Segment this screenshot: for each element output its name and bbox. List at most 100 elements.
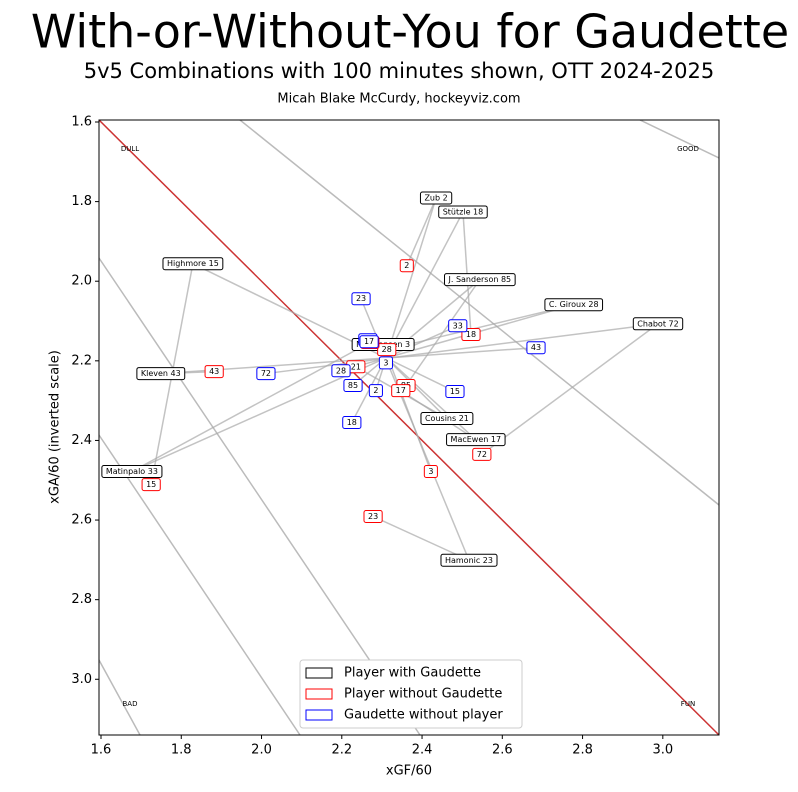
point-label: Matinpalo 33 <box>101 464 163 478</box>
reference-line <box>239 120 719 506</box>
legend-label: Player with Gaudette <box>344 666 481 681</box>
point-label: C. Giroux 28 <box>544 298 604 312</box>
connector <box>265 323 659 375</box>
point-label: 85 <box>343 379 363 393</box>
connector <box>386 303 574 351</box>
point-text: 21 <box>351 362 361 371</box>
point-label: 15 <box>141 478 161 492</box>
point-box <box>526 341 546 355</box>
point-text: Matinpalo 33 <box>106 467 158 476</box>
point-box <box>141 478 161 492</box>
chart-title: With-or-Without-You for Gaudette <box>31 5 789 59</box>
plot-frame <box>98 119 720 736</box>
point-box <box>440 553 498 567</box>
x-axis-label: xGF/60 <box>386 764 432 779</box>
plot-area: Zub 2 Stützle 18 Highmore 15 J. Sanderson 8… <box>99 120 719 735</box>
point-text: 72 <box>477 450 487 459</box>
point-label: Cousins 21 <box>420 412 474 426</box>
point-text: 15 <box>450 387 460 396</box>
y-tick-label: 2.8 <box>71 592 92 607</box>
point-label: 72 <box>256 367 276 381</box>
point-text: 72 <box>261 369 271 378</box>
point-box <box>377 343 397 357</box>
point-text: 28 <box>382 345 392 354</box>
point-label: Stützle 18 <box>438 205 488 219</box>
chart-subtitle: 5v5 Combinations with 100 minutes shown,… <box>84 59 715 83</box>
connector <box>372 515 470 561</box>
connector <box>131 341 371 473</box>
point-box <box>342 416 362 430</box>
point-box <box>399 259 414 273</box>
corner-label: GOOD <box>677 145 699 153</box>
reference-line <box>99 257 421 735</box>
point-text: 23 <box>356 294 366 303</box>
legend-label: Player without Gaudette <box>344 687 502 702</box>
point-text: Kleven 43 <box>141 369 181 378</box>
point-label: 2 <box>399 259 414 273</box>
point-label: Kleven 43 <box>136 367 186 381</box>
point-label: 33 <box>448 319 468 333</box>
point-label: 43 <box>204 365 224 379</box>
point-box <box>378 356 393 370</box>
point-text: J. Sanderson 85 <box>448 275 512 284</box>
point-text: 2 <box>404 261 409 270</box>
point-box <box>544 298 604 312</box>
point-text: 43 <box>531 343 541 352</box>
point-label: 17 <box>359 335 379 349</box>
break-even-line <box>99 120 719 735</box>
point-box <box>446 433 506 447</box>
legend-box <box>299 659 523 729</box>
y-tick-label: 2.6 <box>71 513 92 528</box>
point-box <box>368 384 383 398</box>
point-label: 2 <box>368 384 383 398</box>
point-box <box>136 367 186 381</box>
x-tick-label: 2.8 <box>572 743 593 758</box>
point-text: MacEwen 17 <box>451 435 502 444</box>
point-label: 15 <box>445 384 465 398</box>
y-tick-label: 2.2 <box>71 353 92 368</box>
point-box <box>343 379 363 393</box>
point-box <box>419 191 453 205</box>
point-box <box>391 384 411 398</box>
y-tick-label: 3.0 <box>71 672 92 687</box>
point-box <box>363 509 383 523</box>
point-box <box>331 364 351 378</box>
x-tick-label: 2.2 <box>331 743 352 758</box>
point-text: 17 <box>396 386 406 395</box>
corner-label: FUN <box>681 700 695 708</box>
point-text: 28 <box>336 366 346 375</box>
y-tick-label: 1.6 <box>71 114 92 129</box>
reference-line <box>639 120 719 159</box>
point-label: 23 <box>351 292 371 306</box>
y-tick-label: 2.4 <box>71 433 92 448</box>
point-label: 18 <box>342 416 362 430</box>
point-box <box>472 447 492 461</box>
point-text: Zub 2 <box>424 194 447 203</box>
point-text: Cousins 21 <box>425 414 469 423</box>
point-label: 17 <box>391 384 411 398</box>
x-tick-label: 2.0 <box>251 743 272 758</box>
point-box <box>445 384 465 398</box>
x-tick-label: 1.6 <box>91 743 112 758</box>
legend-swatch <box>305 709 333 721</box>
point-box <box>101 464 163 478</box>
point-text: 17 <box>364 337 374 346</box>
point-box <box>351 292 371 306</box>
point-text: 3 <box>383 358 388 367</box>
corner-label: BAD <box>123 700 138 708</box>
chart-author: Micah Blake McCurdy, hockeyviz.com <box>277 92 520 107</box>
point-label: J. Sanderson 85 <box>444 273 516 287</box>
point-label: Highmore 15 <box>162 257 224 271</box>
point-label: 3 <box>423 464 438 478</box>
x-tick-label: 2.4 <box>412 743 433 758</box>
point-label: 28 <box>331 364 351 378</box>
point-label: 72 <box>472 447 492 461</box>
point-text: Chabot 72 <box>637 319 678 328</box>
connector <box>481 323 659 455</box>
legend-label: Gaudette without player <box>344 708 503 723</box>
point-box <box>204 365 224 379</box>
point-box <box>448 319 468 333</box>
legend-swatch <box>305 688 333 700</box>
point-text: 18 <box>466 330 476 339</box>
point-label: 28 <box>377 343 397 357</box>
